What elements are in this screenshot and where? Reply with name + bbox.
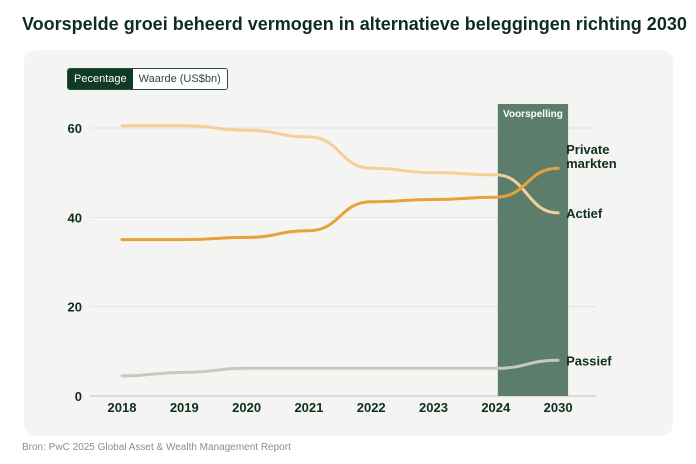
x-tick-label: 2021	[294, 400, 323, 415]
x-tick-label: 2019	[170, 400, 199, 415]
y-tick-label: 20	[68, 300, 82, 315]
series-labels: Actief Private markten Passief	[566, 142, 617, 368]
series-label-actief: Actief	[566, 206, 603, 221]
y-tick-label: 60	[68, 121, 82, 136]
series-line-private-markten	[120, 166, 560, 242]
forecast-label: Voorspelling	[503, 109, 563, 120]
source-note: Bron: PwC 2025 Global Asset & Wealth Man…	[22, 442, 291, 453]
toggle-percentage[interactable]: Pecentage	[68, 69, 133, 89]
forecast-band: Voorspelling	[497, 104, 569, 396]
y-tick-label: 0	[75, 389, 82, 404]
x-tick-label: 2030	[544, 400, 573, 415]
view-toggle[interactable]: Pecentage Waarde (US$bn)	[67, 68, 228, 90]
series-line-actief	[120, 124, 560, 215]
chart-title: Voorspelde groei beheerd vermogen in alt…	[22, 14, 687, 34]
x-tick-label: 2023	[419, 400, 448, 415]
forecast-band-rect	[497, 104, 569, 396]
x-tick-label: 2022	[357, 400, 386, 415]
series-label-private-markten: Private markten	[566, 142, 617, 171]
y-axis: 0 20 40 60	[68, 121, 82, 404]
x-tick-label: 2020	[232, 400, 261, 415]
toggle-value-usd[interactable]: Waarde (US$bn)	[132, 69, 227, 89]
x-axis: 2018 2019 2020 2021 2022 2023 2024 2030	[108, 400, 573, 415]
series-line-passief	[120, 358, 560, 378]
series-lines	[120, 124, 560, 378]
series-label-passief: Passief	[566, 353, 612, 368]
x-tick-label: 2024	[481, 400, 511, 415]
x-tick-label: 2018	[108, 400, 137, 415]
y-tick-label: 40	[68, 210, 82, 225]
